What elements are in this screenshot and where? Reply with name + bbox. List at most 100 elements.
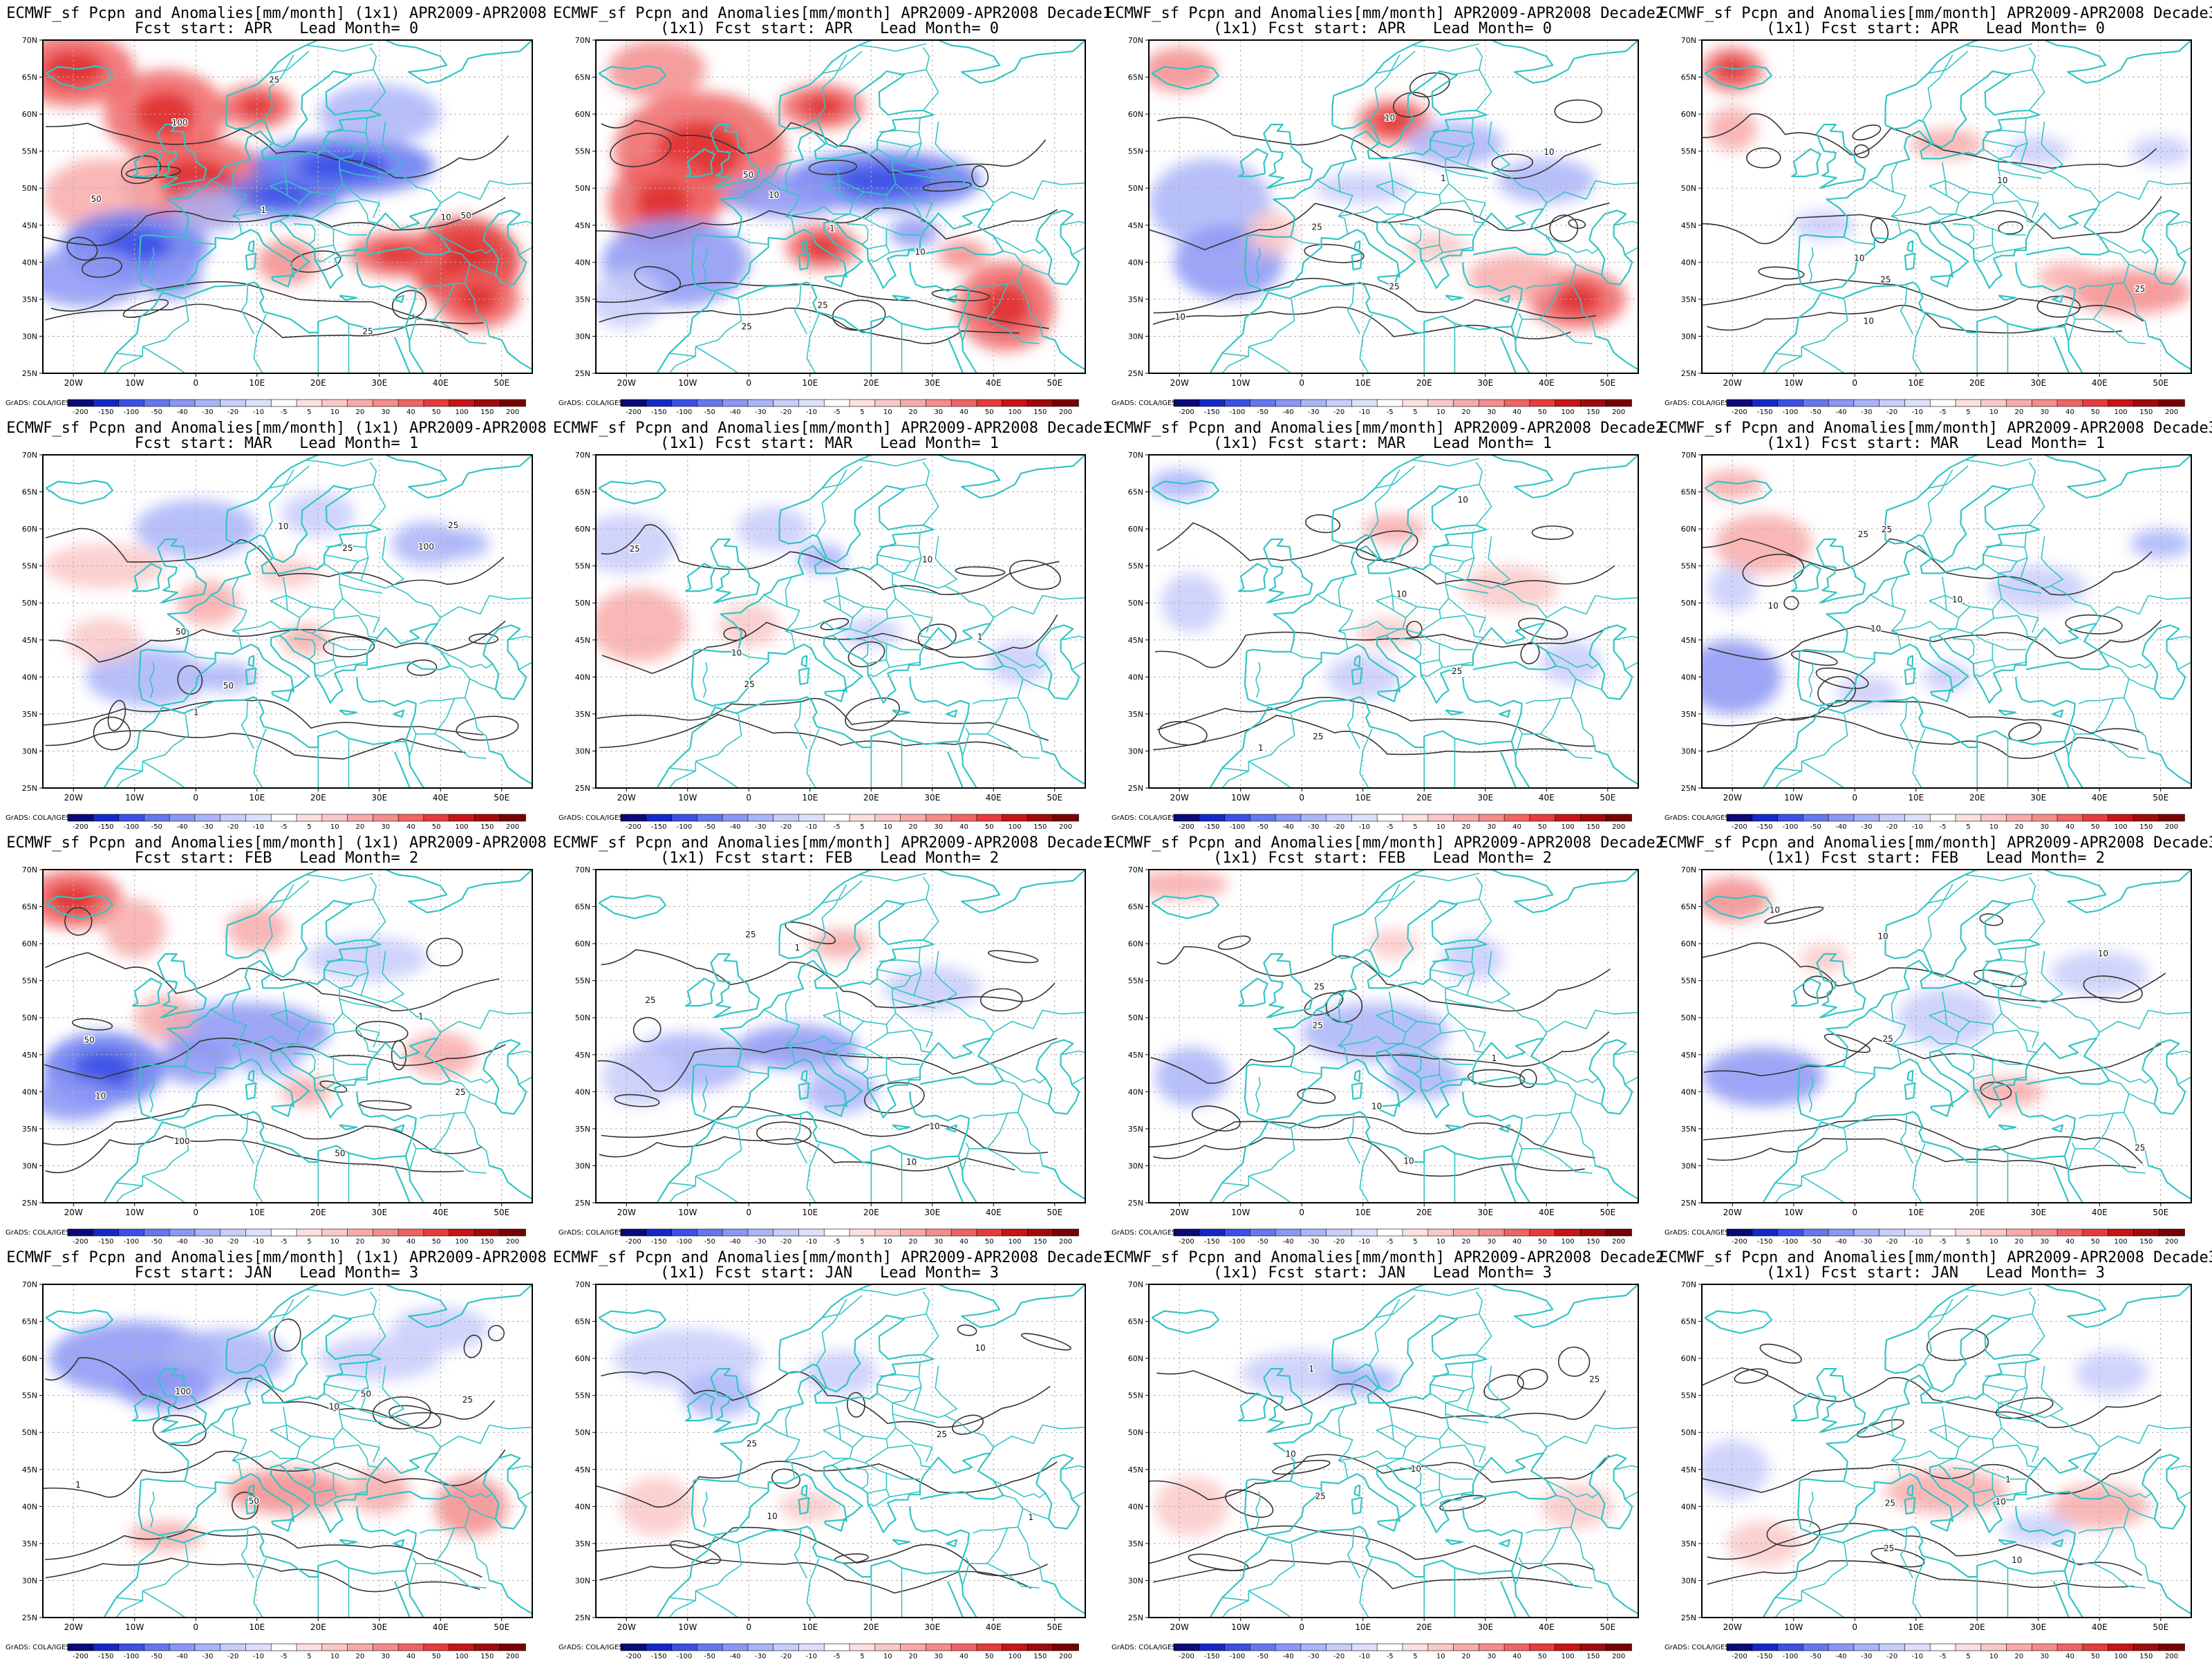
colorbar-label: -5 bbox=[834, 1653, 841, 1659]
lon-tick-label: 10W bbox=[125, 1622, 144, 1632]
colorbar-swatch bbox=[372, 399, 399, 407]
colorbar-swatch bbox=[1052, 1643, 1079, 1651]
colorbar-swatch bbox=[1402, 814, 1429, 822]
colorbar-label: -20 bbox=[1886, 409, 1897, 415]
map-frame bbox=[1701, 39, 2192, 374]
colorbar-swatch bbox=[1427, 399, 1454, 407]
colorbar-swatch bbox=[747, 1228, 774, 1237]
lon-tick-label: 30E bbox=[2030, 1208, 2046, 1217]
colorbar-label: 40 bbox=[959, 1238, 968, 1244]
map-frame bbox=[1148, 39, 1639, 374]
lat-tick-label: 45N bbox=[22, 636, 37, 645]
grads-credit: GrADS: COLA/IGES bbox=[559, 400, 624, 407]
map-frame bbox=[42, 1284, 533, 1618]
colorbar-swatch bbox=[169, 1228, 196, 1237]
lon-tick-label: 10W bbox=[1231, 1622, 1250, 1632]
lon-tick-label: 20E bbox=[1969, 378, 1985, 388]
lat-lon-grid bbox=[596, 870, 1085, 1203]
forecast-panel: 25 10 10 10 25 20W 10W 0 10E 20E 30E 40E 50E 70N 65N 60… bbox=[1659, 0, 2212, 415]
colorbar-swatch bbox=[1224, 1643, 1251, 1651]
lon-tick-label: 40E bbox=[2092, 793, 2108, 803]
forecast-panel: 100 50 25 10 50 25 1 20W 10W 0 10E 20E 30E 40E 50E 70N 6… bbox=[0, 0, 553, 415]
colorbar-label: 50 bbox=[2091, 409, 2100, 415]
colorbar-label: 20 bbox=[909, 823, 918, 830]
colorbar-swatch bbox=[620, 1643, 647, 1651]
colorbar-label: -40 bbox=[729, 1653, 740, 1659]
contour-label: 10 bbox=[767, 1512, 777, 1521]
colorbar-label: -200 bbox=[1732, 409, 1747, 415]
colorbar-label: -150 bbox=[1757, 823, 1773, 830]
colorbar-label: 30 bbox=[381, 1653, 390, 1659]
forecast-panel: 25 10 25 10 1 20W 10W 0 10E 20E 30E 40E 50E 70N 65N 60N… bbox=[1106, 415, 1665, 830]
contour-label: 10 bbox=[2098, 948, 2108, 958]
lon-tick-label: 0 bbox=[193, 1622, 198, 1632]
colorbar-swatch bbox=[296, 399, 323, 407]
colorbar-label: 40 bbox=[406, 409, 415, 415]
lat-tick-label: 60N bbox=[1128, 525, 1143, 534]
contour-label: 10 bbox=[95, 1091, 106, 1101]
colorbar-label: 50 bbox=[1538, 1238, 1547, 1244]
colorbar-swatch bbox=[423, 1643, 450, 1651]
colorbar-swatch bbox=[245, 1643, 272, 1651]
lat-tick-label: 35N bbox=[1128, 1125, 1143, 1134]
colorbar-label: -10 bbox=[1912, 1653, 1923, 1659]
colorbar-swatch bbox=[950, 1228, 977, 1237]
colorbar-label: 5 bbox=[1966, 823, 1970, 830]
colorbar-swatch bbox=[1427, 1228, 1454, 1237]
colorbar-label: 10 bbox=[883, 1653, 892, 1659]
lat-tick-label: 25N bbox=[575, 369, 590, 378]
colorbar-swatch bbox=[2082, 399, 2109, 407]
colorbar-swatch bbox=[1803, 399, 1829, 407]
colorbar-label: -5 bbox=[834, 1238, 841, 1244]
colorbar-swatch bbox=[671, 814, 698, 822]
colorbar-swatch bbox=[874, 814, 901, 822]
contour-label: 25 bbox=[745, 930, 756, 939]
lat-tick-label: 30N bbox=[1128, 747, 1143, 756]
lon-tick-label: 30E bbox=[1477, 793, 1493, 803]
colorbar: -200 -150 -100 -50 -40 -30 -20 -10 -5 5 10 20 30 40 50… bbox=[1173, 399, 1632, 415]
lon-tick-label: 10E bbox=[1908, 1208, 1924, 1217]
lat-lon-grid bbox=[1702, 40, 2191, 373]
colorbar-swatch bbox=[1929, 399, 1956, 407]
precip-contours bbox=[1149, 1347, 1610, 1590]
colorbar-swatch bbox=[925, 399, 952, 407]
colorbar-swatch bbox=[296, 1643, 323, 1651]
colorbar-label: -30 bbox=[202, 1653, 213, 1659]
colorbar-swatch bbox=[1224, 399, 1251, 407]
contour-label: 25 bbox=[362, 327, 373, 337]
colorbar-label: -30 bbox=[202, 823, 213, 830]
colorbar-label: -100 bbox=[1783, 409, 1799, 415]
colorbar-swatch bbox=[499, 1643, 526, 1651]
colorbar-swatch bbox=[1173, 814, 1200, 822]
colorbar-label: 10 bbox=[330, 1238, 339, 1244]
anomaly-map: 25 10 10 25 1 10 20W 10W 0 10E 20E 30E 40E 50E 70N 65N 6… bbox=[1128, 36, 1639, 415]
colorbar-swatch bbox=[950, 814, 977, 822]
lon-tick-label: 10W bbox=[1231, 793, 1250, 803]
colorbar-swatch bbox=[1351, 814, 1378, 822]
map-frame bbox=[1148, 1284, 1639, 1618]
colorbar-label: 150 bbox=[480, 409, 494, 415]
contour-label: 100 bbox=[174, 1136, 190, 1146]
contour-label: 10 bbox=[1770, 906, 1780, 915]
contour-label: 25 bbox=[342, 543, 353, 553]
colorbar-label: 20 bbox=[2015, 823, 2024, 830]
colorbar-swatch bbox=[620, 814, 647, 822]
forecast-panel: 25 10 10 25 1 20W 10W 0 10E 20E 30E 40E 50E 70N 65N 60N… bbox=[1659, 1244, 2212, 1659]
anomaly-map: 25 10 10 10 25 20W 10W 0 10E 20E 30E 40E 50E 70N 65N 60… bbox=[1681, 36, 2192, 415]
colorbar-label: 5 bbox=[1413, 823, 1417, 830]
colorbar-swatch bbox=[1300, 399, 1327, 407]
lon-tick-label: 20W bbox=[1170, 793, 1189, 803]
colorbar-label: -5 bbox=[281, 409, 288, 415]
lon-tick-label: 10E bbox=[249, 1208, 265, 1217]
coastlines-and-borders bbox=[598, 1284, 1085, 1618]
colorbar-label: -10 bbox=[253, 1238, 264, 1244]
colorbar-label: -150 bbox=[651, 823, 667, 830]
colorbar-swatch bbox=[1027, 1228, 1054, 1237]
lat-tick-label: 45N bbox=[22, 221, 37, 230]
colorbar-label: -150 bbox=[651, 1238, 667, 1244]
forecast-panel: 25 10 25 10 10 20W 10W 0 10E 20E 30E 40E 50E 70N 65N 60… bbox=[1659, 830, 2212, 1245]
lon-tick-label: 50E bbox=[1047, 1622, 1062, 1632]
colorbar-swatch bbox=[220, 1643, 247, 1651]
contour-label: 10 bbox=[906, 1157, 917, 1167]
colorbar-label: 150 bbox=[2139, 1653, 2153, 1659]
